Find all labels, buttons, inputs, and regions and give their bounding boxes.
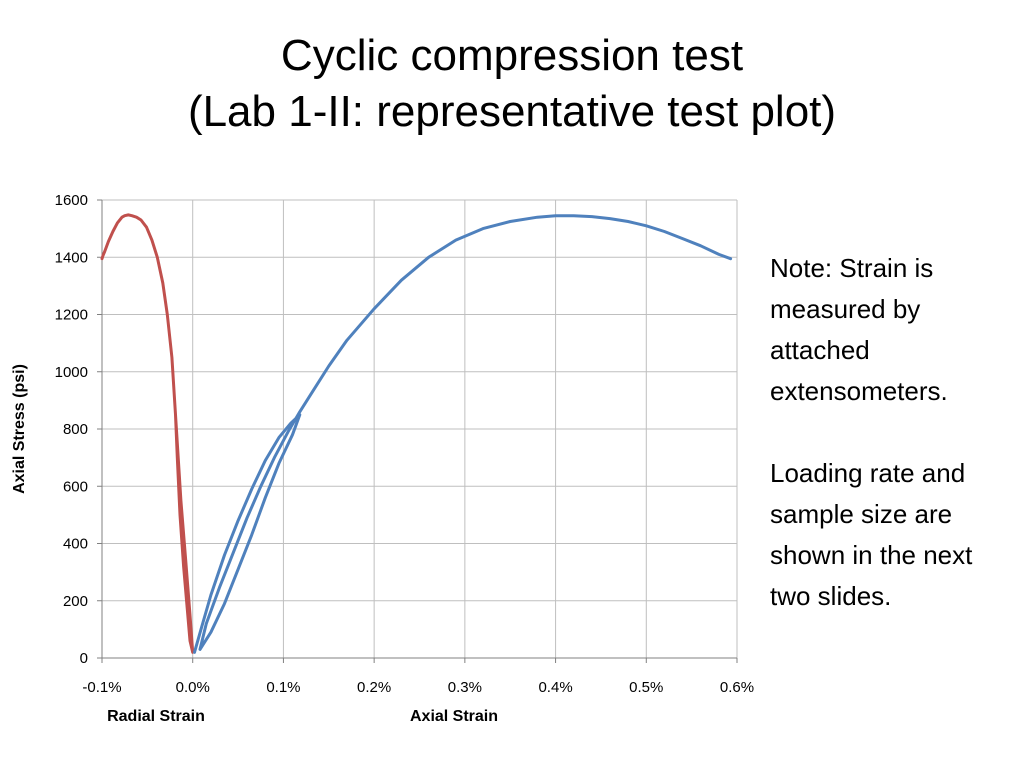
x-axis-title-axial: Axial Strain: [410, 708, 498, 725]
slide-title-line1: Cyclic compression test: [280, 31, 744, 80]
note-box: Note: Strain is measured by attached ext…: [770, 248, 1020, 617]
x-tick-label: 0.0%: [176, 679, 210, 696]
note-paragraph-loading: Loading rate and sample size are shown i…: [770, 458, 973, 611]
y-tick-label: 800: [63, 421, 88, 438]
y-tick-label: 1600: [55, 192, 88, 209]
x-tick-label: 0.1%: [266, 679, 300, 696]
x-tick-label: 0.4%: [538, 679, 572, 696]
slide-title: Cyclic compression test (Lab 1-II: repre…: [0, 28, 1024, 140]
chart-grid: [102, 199, 738, 658]
chart-axes: [97, 199, 738, 663]
y-tick-label: 400: [63, 536, 88, 553]
x-tick-label: 0.5%: [629, 679, 663, 696]
x-axis-title-radial: Radial Strain: [107, 708, 205, 725]
y-tick-label: 1200: [55, 307, 88, 324]
chart-tick-labels: 0 200 400 600 800 1000 1200 1400 1600 -0.1% 0.0% 0.…: [55, 192, 754, 696]
x-tick-label: 0.3%: [448, 679, 482, 696]
y-tick-label: 1000: [55, 364, 88, 381]
x-tick-label: 0.6%: [720, 679, 754, 696]
chart-series: [100, 213, 733, 654]
y-tick-label: 600: [63, 478, 88, 495]
y-tick-label: 1400: [55, 249, 88, 266]
radial-strain-series-line: [100, 213, 195, 654]
axial-strain-series-line: [193, 214, 733, 654]
y-axis-title: Axial Stress (psi): [11, 364, 28, 494]
slide-title-line2: (Lab 1-II: representative test plot): [187, 87, 837, 136]
x-tick-label: 0.2%: [357, 679, 391, 696]
y-tick-label: 0: [80, 650, 88, 667]
note-paragraph-strain: Note: Strain is measured by attached ext…: [770, 253, 948, 406]
x-tick-label: -0.1%: [82, 679, 121, 696]
y-tick-label: 200: [63, 593, 88, 610]
